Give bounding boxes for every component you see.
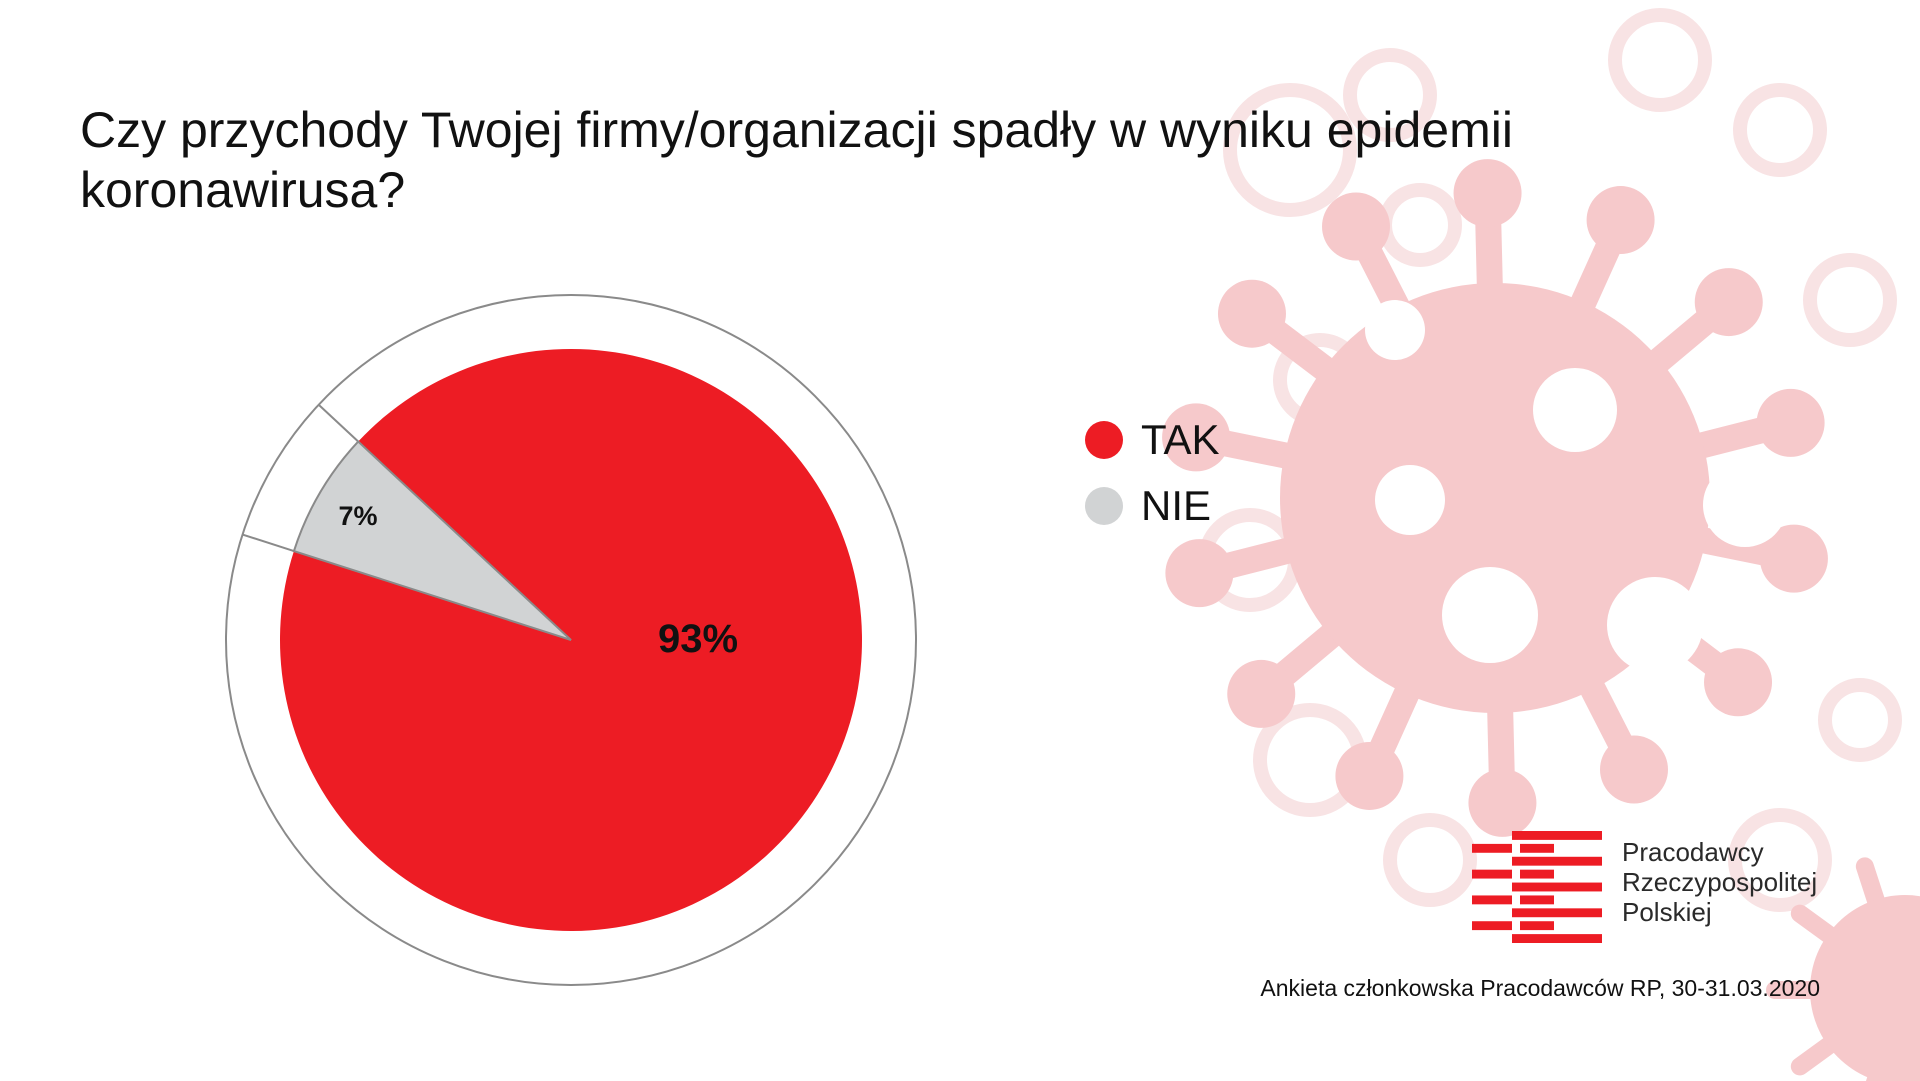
virus-spike-head bbox=[1165, 539, 1234, 608]
virus-spot bbox=[1703, 463, 1787, 547]
logo-line-2: Rzeczypospolitej bbox=[1622, 867, 1818, 897]
logo-mark-icon bbox=[1472, 831, 1602, 943]
virus-spot bbox=[1365, 300, 1425, 360]
logo-text: Pracodawcy Rzeczypospolitej Polskiej bbox=[1622, 837, 1817, 927]
virus-spot bbox=[1607, 577, 1703, 673]
chart-legend: TAK NIE bbox=[1085, 407, 1220, 539]
virus-spike-head bbox=[1227, 659, 1296, 728]
background-motif bbox=[1818, 678, 1902, 762]
virus-spike-head bbox=[1704, 648, 1773, 717]
logo-bar bbox=[1520, 869, 1554, 879]
virus-spot bbox=[1533, 368, 1617, 452]
virus-spike-head bbox=[1468, 768, 1537, 837]
virus-spike-head bbox=[1759, 524, 1828, 593]
logo-bar bbox=[1472, 921, 1512, 931]
pie-ring-divider-1 bbox=[242, 533, 295, 552]
page-title: Czy przychody Twojej firmy/organizacji s… bbox=[80, 100, 1640, 220]
background-motif bbox=[1223, 83, 1357, 217]
logo-bar bbox=[1472, 895, 1512, 905]
legend-label-nie: NIE bbox=[1141, 482, 1212, 529]
logo-bar bbox=[1512, 934, 1562, 943]
page-title-line-2: koronawirusa? bbox=[80, 162, 406, 218]
logo-bar bbox=[1562, 831, 1602, 840]
legend-item-tak: TAK bbox=[1085, 407, 1220, 473]
virus-spike-head bbox=[1217, 279, 1286, 348]
logo-bar bbox=[1512, 856, 1562, 866]
background-motif bbox=[1728, 808, 1832, 912]
virus-spike-head bbox=[1162, 403, 1231, 472]
page-title-line-1: Czy przychody Twojej firmy/organizacji s… bbox=[80, 102, 1513, 158]
virus-spike-head bbox=[1756, 388, 1825, 457]
pie-label-nie: 7% bbox=[338, 501, 377, 531]
background-motif bbox=[1733, 83, 1827, 177]
logo-bar bbox=[1472, 843, 1512, 853]
virus-spot bbox=[1442, 567, 1538, 663]
logo-bar bbox=[1520, 921, 1554, 931]
background-motif bbox=[1383, 813, 1477, 907]
logo-bar bbox=[1512, 882, 1562, 892]
virus-spike-head bbox=[1586, 186, 1655, 255]
virus-spike-head bbox=[1694, 268, 1763, 337]
virus-spike-head bbox=[1335, 741, 1404, 810]
logo-bar bbox=[1562, 934, 1602, 943]
logo-bar bbox=[1512, 908, 1562, 918]
logo-line-3: Polskiej bbox=[1622, 897, 1712, 927]
logo-bar bbox=[1520, 843, 1554, 853]
logo-line-1: Pracodawcy bbox=[1622, 837, 1764, 867]
logo-bar bbox=[1562, 856, 1602, 866]
logo-bar bbox=[1520, 895, 1554, 905]
background-motif bbox=[1803, 253, 1897, 347]
pie-slice-nie bbox=[292, 440, 572, 641]
background-motif bbox=[1608, 8, 1712, 112]
logo-bar bbox=[1562, 908, 1602, 918]
virus-spike-head bbox=[1322, 192, 1391, 261]
virus-spike-head bbox=[1453, 159, 1522, 228]
legend-swatch-nie bbox=[1085, 487, 1123, 525]
logo-bar bbox=[1562, 882, 1602, 892]
virus-spike-head bbox=[1599, 735, 1668, 804]
source-note: Ankieta członkowska Pracodawców RP, 30-3… bbox=[1260, 975, 1820, 1001]
legend-item-nie: NIE bbox=[1085, 473, 1220, 539]
organization-logo: Pracodawcy Rzeczypospolitej Polskiej bbox=[1472, 830, 1832, 950]
pie-ring-divider-2 bbox=[318, 403, 359, 443]
virus-body-small bbox=[1810, 895, 1920, 1081]
background-motif bbox=[1343, 48, 1437, 142]
pie-outer-ring bbox=[225, 294, 917, 986]
virus-spot bbox=[1375, 465, 1445, 535]
logo-bar bbox=[1512, 831, 1562, 840]
logo-bar bbox=[1472, 869, 1512, 879]
pie-label-tak: 93% bbox=[658, 617, 738, 661]
legend-swatch-tak bbox=[1085, 421, 1123, 459]
legend-label-tak: TAK bbox=[1141, 416, 1220, 463]
